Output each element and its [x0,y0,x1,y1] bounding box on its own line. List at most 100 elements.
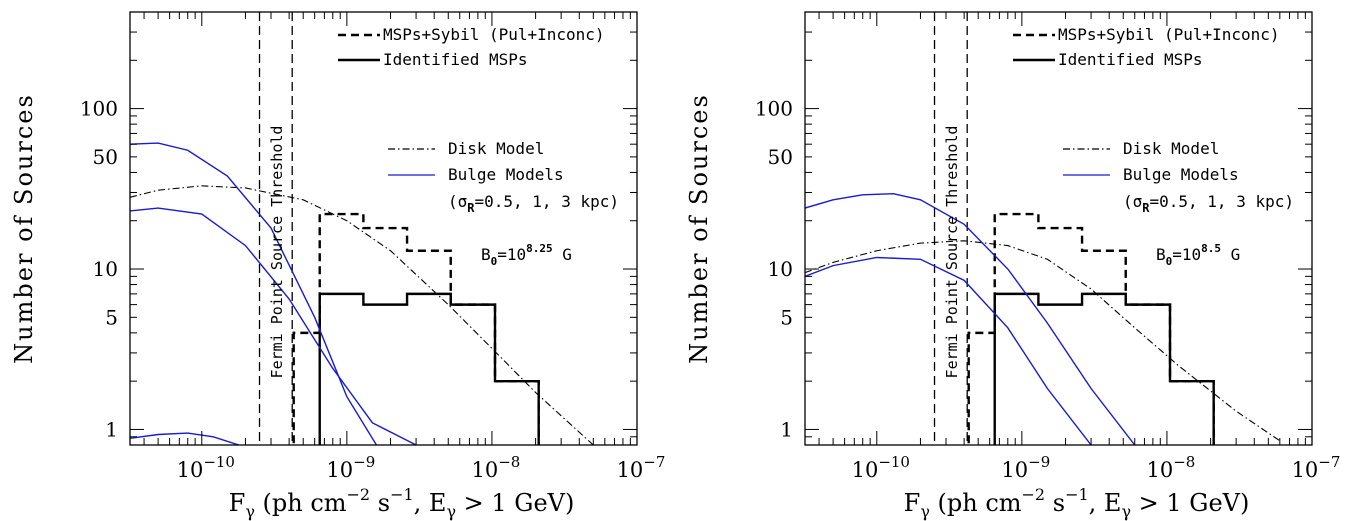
y-tick-label: 1 [780,417,793,441]
x-axis-label-part: , E [1089,489,1122,517]
series-identified-msps-1 [993,292,1215,445]
x-tick-exponent: −9 [1028,453,1050,471]
x-axis-label-part: γ [446,502,456,521]
x-tick-exponent: −9 [353,453,375,471]
legend-top-label: MSPs+Sybil (Pul+Inconc) [383,25,605,44]
x-tick-label: 10−10 [852,453,910,482]
x-tick-base: 10 [852,458,879,482]
field-annotation-part: 8.25 [526,242,553,255]
plot-area [130,12,594,445]
legend-model-label: Disk Model [1123,139,1219,158]
legend-model-label: Disk Model [448,139,544,158]
legend-sigma-suffix: =0.5, 1, 3 kpc) [475,192,620,211]
x-tick-exponent: −7 [1318,453,1340,471]
y-tick-label: 5 [780,305,793,329]
x-tick-base: 10 [326,458,353,482]
x-tick-exponent: −7 [643,453,665,471]
field-annotation-part: =10 [1172,245,1201,264]
field-annotation-part: 0 [1166,255,1173,268]
x-axis-label-part: (ph cm [930,489,1022,517]
x-tick-label: 10−9 [326,453,375,482]
x-axis-label-part: , E [414,489,447,517]
x-axis-label-part: γ [1121,502,1131,521]
y-tick-label: 5 [105,305,118,329]
series-identified-msps-1 [318,292,540,445]
field-annotation-part: G [1221,245,1240,264]
x-tick-base: 10 [471,458,498,482]
x-axis-label: Fγ (ph cm−2 s−1, Eγ > 1 GeV) [229,485,575,521]
x-axis-label-part: (ph cm [255,489,347,517]
field-annotation-part: G [553,245,572,264]
x-tick-base: 10 [1292,458,1319,482]
series-bulge-models-5 [130,432,240,445]
x-tick-label: 10−7 [1292,453,1341,482]
x-axis-label-part: −1 [390,485,414,504]
x-tick-label: 10−8 [471,453,520,482]
plot-frame [129,11,638,446]
legend-sigma-suffix: =0.5, 1, 3 kpc) [1150,192,1295,211]
x-axis-label-part: −2 [1022,485,1046,504]
x-axis-label-part: > 1 GeV) [1131,489,1249,517]
x-tick-base: 10 [1001,458,1028,482]
x-axis-label-part: s [1045,489,1065,517]
x-axis-label-part: > 1 GeV) [456,489,574,517]
x-axis-label-part: −1 [1065,485,1089,504]
series-disk-model-2 [805,240,1281,442]
x-axis-label-part: −2 [347,485,371,504]
y-tick-label: 10 [768,257,793,281]
legend-sigma-sub: R [1142,201,1150,215]
field-annotation-part: B [1156,245,1166,264]
series-bulge-models-4 [130,207,417,445]
x-tick-label: 10−9 [1001,453,1050,482]
legend-top-label: Identified MSPs [383,50,528,69]
plot-area [805,12,1281,445]
y-tick-label: 100 [80,97,118,121]
legend-model-label: Bulge Models [448,165,564,184]
x-tick-exponent: −8 [1173,453,1195,471]
field-annotation: B0=108.5 G [1156,242,1240,268]
x-axis-label-part: γ [245,502,255,521]
legend-sigma-sub: R [467,201,475,215]
x-tick-exponent: −10 [878,453,910,471]
plot-frame [804,11,1313,446]
field-annotation-part: B [481,245,491,264]
y-tick-label: 50 [93,145,118,169]
field-annotation-part: 8.5 [1201,242,1221,255]
field-annotation: B0=108.25 G [481,242,572,268]
x-tick-base: 10 [1146,458,1173,482]
legend-sigma-prefix: (σ [1123,192,1142,211]
series-disk-model-2 [130,185,594,445]
x-axis-label-part: F [904,489,921,517]
y-tick-label: 10 [93,257,118,281]
x-tick-base: 10 [617,458,644,482]
x-axis-label-part: s [370,489,390,517]
y-tick-label: 1 [105,417,118,441]
series-bulge-models-3 [805,192,1136,445]
field-annotation-part: 0 [491,255,498,268]
y-axis-label: Number of Sources [685,93,713,364]
series-bulge-models-4 [805,256,1092,445]
x-axis-label: Fγ (ph cm−2 s−1, Eγ > 1 GeV) [904,485,1250,521]
x-axis-label-part: F [229,489,246,517]
threshold-label: Fermi Point Source Threshold [943,126,961,379]
legend-sigma-prefix: (σ [448,192,467,211]
x-tick-label: 10−8 [1146,453,1195,482]
x-tick-label: 10−10 [177,453,235,482]
legend-model-label: Bulge Models [1123,165,1239,184]
legend-top-label: Identified MSPs [1058,50,1203,69]
legend-sigma-label: (σR=0.5, 1, 3 kpc) [448,192,619,215]
legend-sigma-label: (σR=0.5, 1, 3 kpc) [1123,192,1294,215]
x-tick-base: 10 [177,458,204,482]
x-tick-label: 10−7 [617,453,666,482]
x-axis-label-part: γ [920,502,930,521]
y-axis-label: Number of Sources [10,93,38,364]
x-tick-exponent: −8 [498,453,520,471]
series-bulge-models-3 [130,142,378,445]
threshold-label: Fermi Point Source Threshold [268,126,286,379]
y-tick-label: 50 [768,145,793,169]
x-tick-exponent: −10 [203,453,235,471]
y-tick-label: 100 [755,97,793,121]
